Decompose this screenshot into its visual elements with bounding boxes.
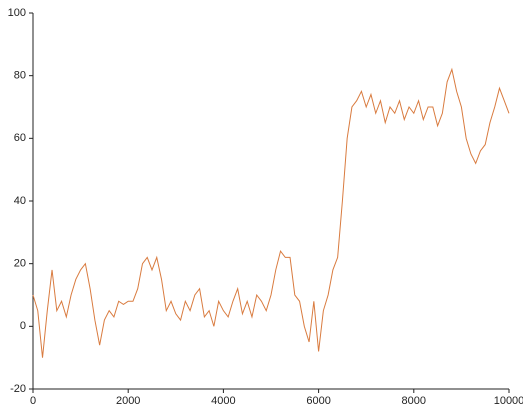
x-tick-label: 4000: [211, 395, 235, 405]
y-tick-label: 0: [20, 320, 26, 332]
y-tick-label: 100: [8, 7, 26, 19]
x-tick-label: 6000: [306, 395, 330, 405]
x-tick-label: 10000: [494, 395, 523, 405]
y-tick-label: 60: [14, 132, 26, 144]
y-tick-label: 20: [14, 258, 26, 270]
y-tick-label: 40: [14, 195, 26, 207]
y-tick-label: 80: [14, 70, 26, 82]
x-tick-label: 8000: [402, 395, 426, 405]
x-tick-label: 2000: [116, 395, 140, 405]
x-tick-label: 0: [30, 395, 36, 405]
line: [32, 67, 510, 358]
y-tick-label: -20: [10, 383, 26, 395]
